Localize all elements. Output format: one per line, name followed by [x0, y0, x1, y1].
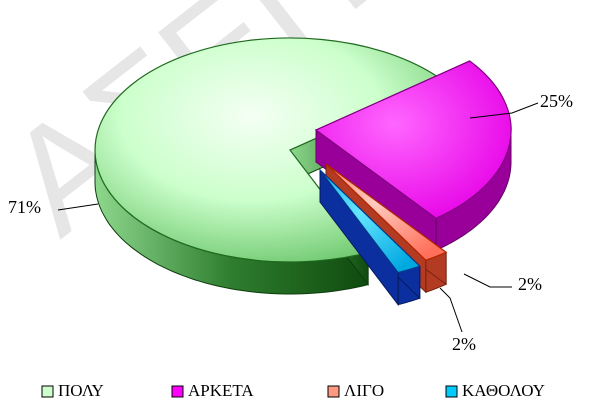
pie-slices	[94, 37, 512, 307]
leader-line	[57, 203, 99, 211]
legend-label: ΛΙΓΟ	[344, 381, 384, 400]
legend-item: ΑΡΚΕΤΑ	[171, 381, 254, 400]
legend-item: ΛΙΓΟ	[327, 381, 384, 400]
leader-line	[439, 287, 463, 333]
pie-slice-top-ΛΙΓΟ	[325, 163, 448, 261]
data-label: 25%	[540, 91, 573, 111]
legend-item: ΚΑΘΟΛΟΥ	[445, 381, 545, 400]
leader-line	[469, 102, 539, 119]
legend-swatch	[445, 385, 458, 398]
legend-item: ΠΟΛΥ	[41, 381, 104, 400]
data-label: 2%	[452, 334, 476, 354]
legend-swatch	[171, 385, 184, 398]
data-labels: 71% 25% 2% 2%	[8, 91, 573, 354]
legend-label: ΑΡΚΕΤΑ	[188, 381, 254, 400]
legend-label: ΚΑΘΟΛΟΥ	[462, 381, 545, 400]
legend-swatch	[41, 385, 54, 398]
pie-slice-top-ΑΡΚΕΤΑ	[314, 60, 512, 219]
leader-line	[463, 273, 512, 288]
pie-slice-top-ΠΟΛΥ	[94, 37, 445, 263]
pie-slice-top-ΚΑΘΟΛΟΥ	[319, 169, 421, 274]
data-label: 2%	[518, 274, 542, 294]
data-label: 71%	[8, 197, 41, 217]
pie-slice-1	[314, 60, 512, 252]
pie-slice-3	[319, 168, 421, 307]
legend: ΠΟΛΥ ΑΡΚΕΤΑ ΛΙΓΟ ΚΑΘΟΛΟΥ	[41, 381, 545, 400]
legend-label: ΠΟΛΥ	[58, 381, 104, 400]
legend-swatch	[327, 385, 340, 398]
